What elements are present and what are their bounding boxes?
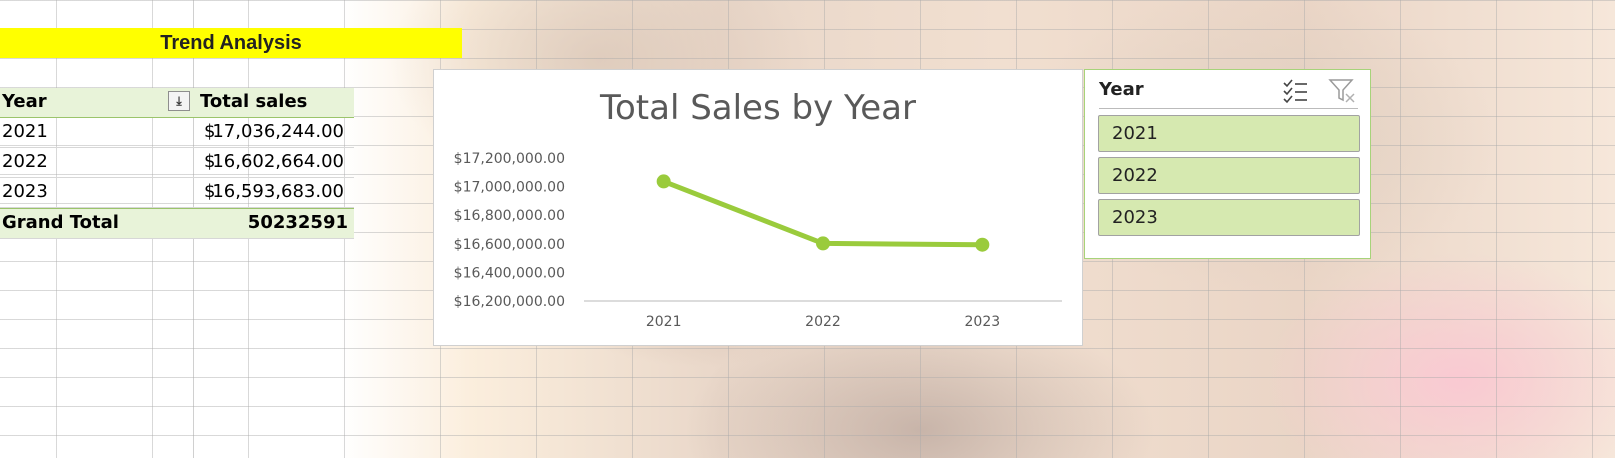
banner-title: Trend Analysis	[160, 31, 302, 54]
chart-title[interactable]: Total Sales by Year	[599, 88, 916, 128]
pivot-header-row[interactable]: Year ⤓ Total sales	[0, 88, 354, 118]
total-sales-line-chart[interactable]: Total Sales by Year $17,200,000.00 $17,00…	[433, 69, 1083, 346]
pivot-year-cell[interactable]: 2021	[2, 121, 48, 142]
sales-amount: 16,593,683.00	[212, 181, 344, 202]
x-tick-label: 2022	[805, 314, 841, 330]
multi-select-icon[interactable]	[1281, 76, 1309, 104]
x-tick-label: 2021	[646, 314, 682, 330]
y-tick-label: $16,800,000.00	[454, 208, 565, 224]
sales-amount: 17,036,244.00	[212, 121, 344, 142]
slicer-divider	[1099, 108, 1358, 109]
chart-plot-area[interactable]: $17,200,000.00 $17,000,000.00 $16,800,000.…	[434, 70, 1084, 347]
y-tick-label: $17,000,000.00	[454, 180, 565, 196]
y-tick-label: $16,600,000.00	[454, 237, 565, 253]
year-slicer[interactable]: Year 2021 2022 2023	[1084, 69, 1371, 259]
data-point	[656, 174, 671, 189]
x-tick-label: 2023	[965, 314, 1001, 330]
pivot-row[interactable]: 2021 $ 17,036,244.00	[0, 118, 354, 148]
clear-filter-icon[interactable]	[1328, 76, 1356, 104]
pivot-row[interactable]: 2023 $ 16,593,683.00	[0, 178, 354, 208]
year-column-header[interactable]: Year	[2, 91, 47, 112]
total-sales-column-header[interactable]: Total sales	[200, 91, 308, 112]
grand-total-value[interactable]: 50232591	[247, 212, 348, 233]
y-tick-label: $16,200,000.00	[454, 294, 565, 310]
pivot-year-cell[interactable]: 2022	[2, 151, 48, 172]
pivot-row[interactable]: 2022 $ 16,602,664.00	[0, 148, 354, 178]
sort-filter-dropdown-button[interactable]: ⤓	[168, 91, 190, 111]
currency-symbol: $	[204, 121, 216, 142]
data-point	[975, 237, 990, 252]
data-point	[816, 236, 830, 251]
slicer-item-2022[interactable]: 2022	[1098, 157, 1360, 194]
y-tick-label: $17,200,000.00	[454, 151, 565, 167]
pivot-table[interactable]: Year ⤓ Total sales 2021 $ 17,036,244.00 …	[0, 88, 354, 239]
slicer-item-2021[interactable]: 2021	[1098, 115, 1360, 152]
slicer-title: Year	[1099, 79, 1144, 100]
grand-total-label[interactable]: Grand Total	[2, 212, 119, 233]
trend-analysis-banner[interactable]: Trend Analysis	[0, 28, 462, 58]
currency-symbol: $	[204, 181, 216, 202]
y-tick-label: $16,400,000.00	[454, 265, 565, 281]
pivot-year-cell[interactable]: 2023	[2, 181, 48, 202]
series-line	[661, 178, 985, 248]
slicer-item-2023[interactable]: 2023	[1098, 199, 1360, 236]
grand-total-row[interactable]: Grand Total 50232591	[0, 208, 354, 239]
sales-amount: 16,602,664.00	[212, 151, 344, 172]
currency-symbol: $	[204, 151, 216, 172]
